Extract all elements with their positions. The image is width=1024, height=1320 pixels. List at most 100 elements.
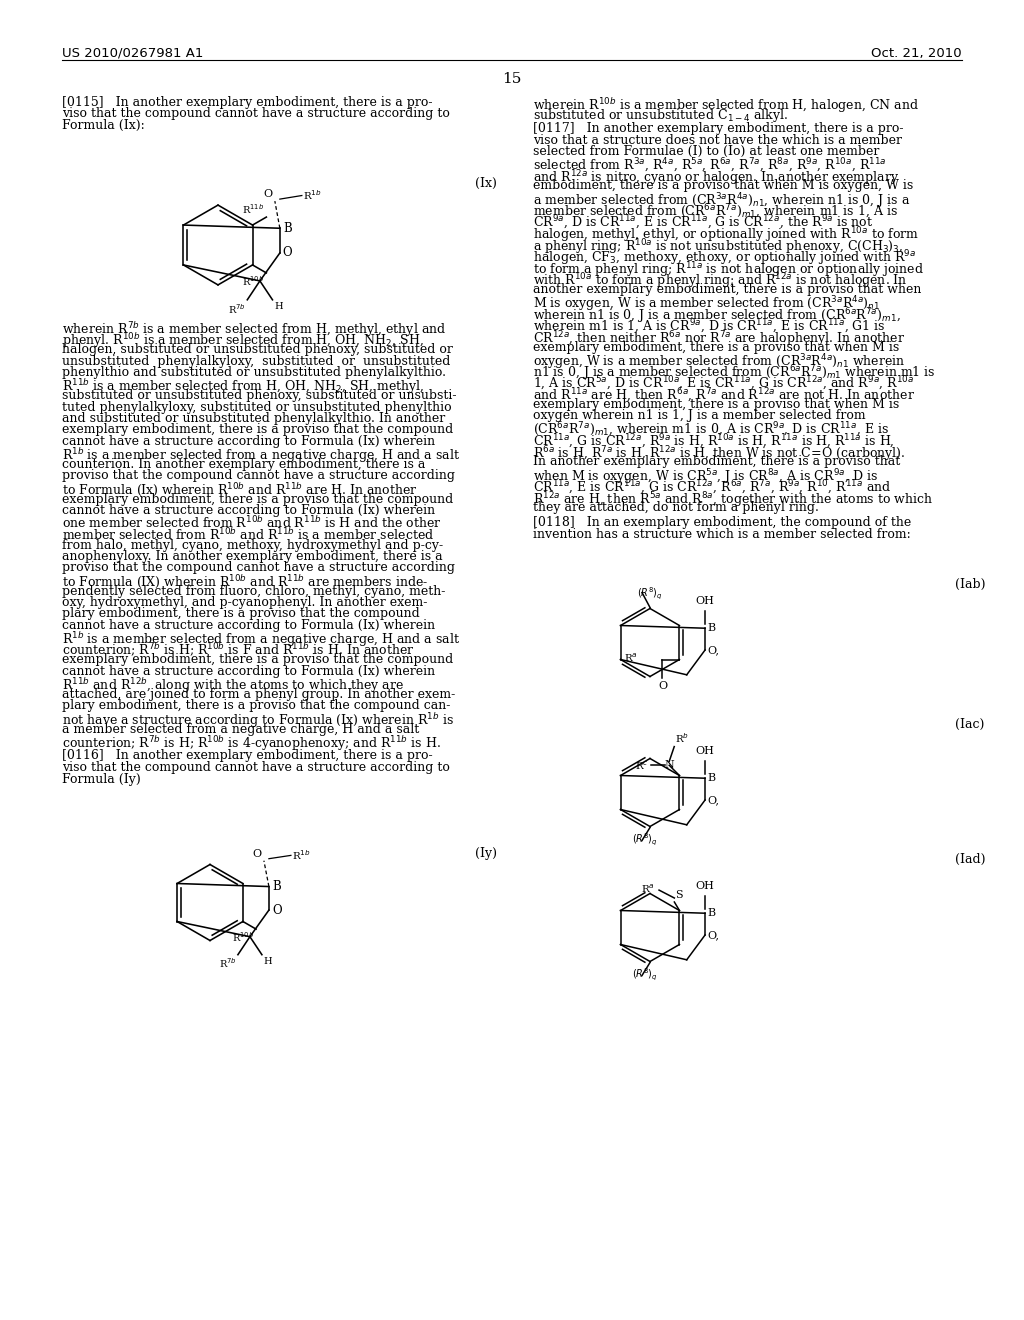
Text: cannot have a structure according to Formula (Ix) wherein: cannot have a structure according to For… xyxy=(62,619,435,632)
Text: Formula (Ix):: Formula (Ix): xyxy=(62,119,144,132)
Text: cannot have a structure according to Formula (Ix) wherein: cannot have a structure according to For… xyxy=(62,504,435,517)
Text: embodiment, there is a proviso that when M is oxygen, W is: embodiment, there is a proviso that when… xyxy=(534,180,913,193)
Text: R$^{7b}$: R$^{7b}$ xyxy=(219,957,237,970)
Text: R$^{12a}$ are H, then R$^{5a}$ and R$^{8a}$, together with the atoms to which: R$^{12a}$ are H, then R$^{5a}$ and R$^{8… xyxy=(534,490,933,510)
Text: with R$^{10a}$ to form a phenyl ring; and R$^{12a}$ is not halogen. In: with R$^{10a}$ to form a phenyl ring; an… xyxy=(534,272,907,292)
Text: OH: OH xyxy=(695,746,715,756)
Text: B: B xyxy=(283,222,292,235)
Text: B: B xyxy=(708,774,715,783)
Text: N: N xyxy=(665,760,674,771)
Text: exemplary embodiment, there is a proviso that the compound: exemplary embodiment, there is a proviso… xyxy=(62,492,454,506)
Text: O: O xyxy=(253,849,262,859)
Text: Oct. 21, 2010: Oct. 21, 2010 xyxy=(871,48,962,59)
Text: [0117]   In another exemplary embodiment, there is a pro-: [0117] In another exemplary embodiment, … xyxy=(534,121,903,135)
Text: viso that a structure does not have the which is a member: viso that a structure does not have the … xyxy=(534,133,902,147)
Text: proviso that the compound cannot have a structure according: proviso that the compound cannot have a … xyxy=(62,561,455,574)
Text: halogen, CF$_3$, methoxy, ethoxy, or optionally joined with R$^{9a}$: halogen, CF$_3$, methoxy, ethoxy, or opt… xyxy=(534,248,916,268)
Text: one member selected from R$^{10b}$ and R$^{11b}$ is H and the other: one member selected from R$^{10b}$ and R… xyxy=(62,516,441,532)
Text: invention has a structure which is a member selected from:: invention has a structure which is a mem… xyxy=(534,528,910,540)
Text: R$^{10b}$: R$^{10b}$ xyxy=(243,275,264,288)
Text: a phenyl ring; R$^{10a}$ is not unsubstituted phenoxy, C(CH$_3$)$_3$,: a phenyl ring; R$^{10a}$ is not unsubsti… xyxy=(534,238,903,256)
Text: CR$^{11a}$, G is CR$^{12a}$, R$^{9a}$ is H, R$^{10a}$ is H, R$^{11a}$ is H, R$^{: CR$^{11a}$, G is CR$^{12a}$, R$^{9a}$ is… xyxy=(534,433,895,450)
Text: R$^a$: R$^a$ xyxy=(624,651,638,664)
Text: CR$^{12a}$, then neither R$^{6a}$ nor R$^{7a}$ are halophenyl. In another: CR$^{12a}$, then neither R$^{6a}$ nor R$… xyxy=(534,329,905,348)
Text: [0116]   In another exemplary embodiment, there is a pro-: [0116] In another exemplary embodiment, … xyxy=(62,750,432,763)
Text: oxygen, W is a member selected from (CR$^{3a}$R$^{4a}$)$_{n1}$ wherein: oxygen, W is a member selected from (CR$… xyxy=(534,352,905,372)
Text: counterion; R$^{7b}$ is H; R$^{10b}$ is F and R$^{11b}$ is H. In another: counterion; R$^{7b}$ is H; R$^{10b}$ is … xyxy=(62,642,415,660)
Text: substituted or unsubstituted C$_{1-4}$ alkyl.: substituted or unsubstituted C$_{1-4}$ a… xyxy=(534,107,788,124)
Text: $(R^8)_q$: $(R^8)_q$ xyxy=(632,832,658,847)
Text: R$^a$: R$^a$ xyxy=(641,883,655,895)
Text: B: B xyxy=(708,623,715,634)
Text: viso that the compound cannot have a structure according to: viso that the compound cannot have a str… xyxy=(62,762,450,774)
Text: oxy, hydroxymethyl, and p-cyanophenyl. In another exem-: oxy, hydroxymethyl, and p-cyanophenyl. I… xyxy=(62,597,427,609)
Text: a member selected from a negative charge, H and a salt: a member selected from a negative charge… xyxy=(62,722,419,735)
Text: (Iad): (Iad) xyxy=(955,853,985,866)
Text: wherein n1 is 0, J is a member selected from (CR$^{6a}$R$^{7a}$)$_{m1}$,: wherein n1 is 0, J is a member selected … xyxy=(534,306,901,326)
Text: exemplary embodiment, there is a proviso that when M is: exemplary embodiment, there is a proviso… xyxy=(534,341,899,354)
Text: In another exemplary embodiment, there is a proviso that: In another exemplary embodiment, there i… xyxy=(534,455,900,469)
Text: (Iac): (Iac) xyxy=(955,718,984,730)
Text: R$^{6a}$ is H, R$^{7a}$ is H, R$^{12a}$ is H, then W is not C$\!=\!$O (carbonyl): R$^{6a}$ is H, R$^{7a}$ is H, R$^{12a}$ … xyxy=(534,444,905,463)
Text: and R$^{11a}$ are H, then R$^{6a}$, R$^{7a}$ and R$^{12a}$ are not H. In another: and R$^{11a}$ are H, then R$^{6a}$, R$^{… xyxy=(534,387,915,404)
Text: oxygen wherein n1 is 1, J is a member selected from: oxygen wherein n1 is 1, J is a member se… xyxy=(534,409,865,422)
Text: OH: OH xyxy=(695,882,715,891)
Text: CR$^{9a}$, D is CR$^{11a}$, E is CR$^{11a}$, G is CR$^{12a}$, the R$^{9a}$ is no: CR$^{9a}$, D is CR$^{11a}$, E is CR$^{11… xyxy=(534,214,873,232)
Text: S: S xyxy=(676,890,683,900)
Text: attached, are joined to form a phenyl group. In another exem-: attached, are joined to form a phenyl gr… xyxy=(62,688,456,701)
Text: halogen, methyl, ethyl, or optionally joined with R$^{10a}$ to form: halogen, methyl, ethyl, or optionally jo… xyxy=(534,226,920,246)
Text: R$^{1b}$: R$^{1b}$ xyxy=(303,189,322,202)
Text: $(R^8)_q$: $(R^8)_q$ xyxy=(637,586,663,602)
Text: exemplary embodiment, there is a proviso that the compound: exemplary embodiment, there is a proviso… xyxy=(62,424,454,437)
Text: counterion. In another exemplary embodiment, there is a: counterion. In another exemplary embodim… xyxy=(62,458,425,471)
Text: O,: O, xyxy=(708,645,719,655)
Text: R$^{10b}$: R$^{10b}$ xyxy=(232,931,254,944)
Text: CR$^{11a}$, E is CR$^{11a}$, G is CR$^{12a}$, R$^{6a}$, R$^{7a}$, R$^{9a}$, R$^{: CR$^{11a}$, E is CR$^{11a}$, G is CR$^{1… xyxy=(534,479,891,496)
Text: to Formula (Ix) wherein R$^{10b}$ and R$^{11b}$ are H. In another: to Formula (Ix) wherein R$^{10b}$ and R$… xyxy=(62,480,418,498)
Text: R$^{1b}$ is a member selected from a negative charge, H and a salt: R$^{1b}$ is a member selected from a neg… xyxy=(62,631,460,649)
Text: wherein R$^{10b}$ is a member selected from H, halogen, CN and: wherein R$^{10b}$ is a member selected f… xyxy=(534,96,919,115)
Text: when M is oxygen, W is CR$^{5a}$, J is CR$^{8a}$, A is CR$^{9a}$, D is: when M is oxygen, W is CR$^{5a}$, J is C… xyxy=(534,467,878,487)
Text: B: B xyxy=(708,908,715,919)
Text: Formula (Iy): Formula (Iy) xyxy=(62,772,140,785)
Text: plary embodiment, there is a proviso that the compound: plary embodiment, there is a proviso tha… xyxy=(62,607,420,620)
Text: R$^b$: R$^b$ xyxy=(675,731,689,744)
Text: unsubstituted  phenylalkyloxy,  substituted  or  unsubstituted: unsubstituted phenylalkyloxy, substitute… xyxy=(62,355,451,367)
Text: H: H xyxy=(264,957,272,966)
Text: they are attached, do not form a phenyl ring.: they are attached, do not form a phenyl … xyxy=(534,502,819,515)
Text: (Ix): (Ix) xyxy=(475,177,497,190)
Text: [0118]   In an exemplary embodiment, the compound of the: [0118] In an exemplary embodiment, the c… xyxy=(534,516,911,529)
Text: cannot have a structure according to Formula (Ix) wherein: cannot have a structure according to For… xyxy=(62,665,435,678)
Text: tuted phenylalkyloxy, substituted or unsubstituted phenylthio: tuted phenylalkyloxy, substituted or uns… xyxy=(62,400,452,413)
Text: R$^{11b}$: R$^{11b}$ xyxy=(243,202,264,216)
Text: (Iab): (Iab) xyxy=(955,578,985,590)
Text: R$^{1b}$ is a member selected from a negative charge, H and a salt: R$^{1b}$ is a member selected from a neg… xyxy=(62,446,460,466)
Text: wherein m1 is 1, A is CR$^{9a}$, D is CR$^{11a}$, E is CR$^{11a}$, G1 is: wherein m1 is 1, A is CR$^{9a}$, D is CR… xyxy=(534,318,886,335)
Text: R$^{11b}$ and R$^{12b}$, along with the atoms to which they are: R$^{11b}$ and R$^{12b}$, along with the … xyxy=(62,676,403,696)
Text: $(R^8)_q$: $(R^8)_q$ xyxy=(632,966,658,982)
Text: 15: 15 xyxy=(503,73,521,86)
Text: O: O xyxy=(272,904,282,916)
Text: anophenyloxy. In another exemplary embodiment, there is a: anophenyloxy. In another exemplary embod… xyxy=(62,550,442,564)
Text: proviso that the compound cannot have a structure according: proviso that the compound cannot have a … xyxy=(62,470,455,483)
Text: member selected from R$^{10b}$ and R$^{11b}$ is a member selected: member selected from R$^{10b}$ and R$^{1… xyxy=(62,527,434,543)
Text: substituted or unsubstituted phenoxy, substituted or unsubsti-: substituted or unsubstituted phenoxy, su… xyxy=(62,389,457,403)
Text: B: B xyxy=(272,880,281,894)
Text: phenyl. R$^{10b}$ is a member selected from H, OH, NH$_2$, SH,: phenyl. R$^{10b}$ is a member selected f… xyxy=(62,331,424,350)
Text: viso that the compound cannot have a structure according to: viso that the compound cannot have a str… xyxy=(62,107,450,120)
Text: wherein R$^{7b}$ is a member selected from H, methyl, ethyl and: wherein R$^{7b}$ is a member selected fr… xyxy=(62,319,446,339)
Text: O,: O, xyxy=(708,931,719,940)
Text: M is oxygen, W is a member selected from (CR$^{3a}$R$^{4a}$)$_{n1}$: M is oxygen, W is a member selected from… xyxy=(534,294,881,314)
Text: selected from R$^{3a}$, R$^{4a}$, R$^{5a}$, R$^{6a}$, R$^{7a}$, R$^{8a}$, R$^{9a: selected from R$^{3a}$, R$^{4a}$, R$^{5a… xyxy=(534,157,887,174)
Text: another exemplary embodiment, there is a proviso that when: another exemplary embodiment, there is a… xyxy=(534,282,922,296)
Text: R$^{11b}$ is a member selected from H, OH, NH$_2$, SH, methyl,: R$^{11b}$ is a member selected from H, O… xyxy=(62,378,425,396)
Text: pendently selected from fluoro, chloro, methyl, cyano, meth-: pendently selected from fluoro, chloro, … xyxy=(62,585,445,598)
Text: not have a structure according to Formula (Ix) wherein R$^{1b}$ is: not have a structure according to Formul… xyxy=(62,711,454,730)
Text: [0115]   In another exemplary embodiment, there is a pro-: [0115] In another exemplary embodiment, … xyxy=(62,96,432,110)
Text: 1, A is CR$^{5a}$, D is CR$^{10a}$, E is CR$^{11a}$, G is CR$^{12a}$, and R$^{9a: 1, A is CR$^{5a}$, D is CR$^{10a}$, E is… xyxy=(534,375,914,393)
Text: plary embodiment, there is a proviso that the compound can-: plary embodiment, there is a proviso tha… xyxy=(62,700,451,713)
Text: US 2010/0267981 A1: US 2010/0267981 A1 xyxy=(62,48,204,59)
Text: phenylthio and substituted or unsubstituted phenylalkylthio.: phenylthio and substituted or unsubstitu… xyxy=(62,366,446,379)
Text: to form a phenyl ring; R$^{11a}$ is not halogen or optionally joined: to form a phenyl ring; R$^{11a}$ is not … xyxy=(534,260,924,280)
Text: and substituted or unsubstituted phenylalkylthio. In another: and substituted or unsubstituted phenyla… xyxy=(62,412,445,425)
